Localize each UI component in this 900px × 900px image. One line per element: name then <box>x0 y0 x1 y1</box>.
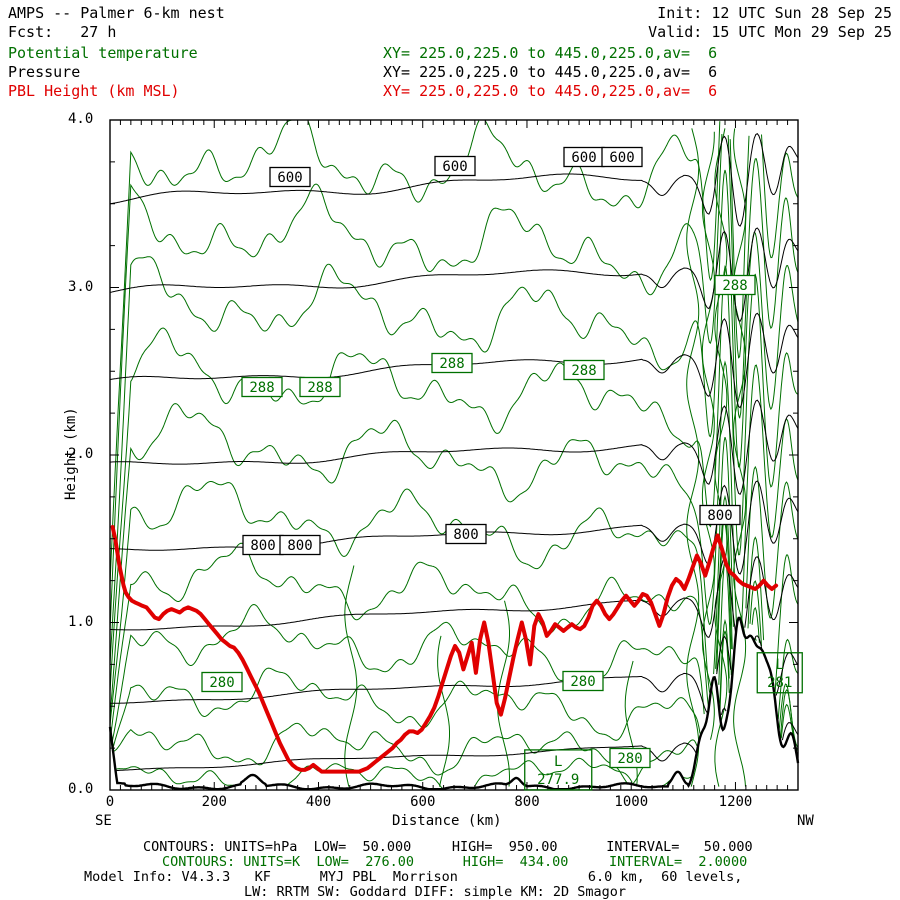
x-tick-label: 800 <box>514 794 540 810</box>
x-axis-title: Distance (km) <box>392 813 502 829</box>
y-tick-label: 2.0 <box>68 446 94 462</box>
contour-label: 280 <box>562 670 604 692</box>
footer-physics-info: LW: RRTM SW: Goddard DIFF: simple KM: 2D… <box>244 884 627 900</box>
contour-label: 800 <box>279 534 321 556</box>
contour-label: 800 <box>699 504 741 526</box>
svg-text:800: 800 <box>250 538 275 554</box>
contour-label: 600 <box>269 166 311 188</box>
legend-xy-pressure: XY= 225.0,225.0 to 445.0,225.0,av= 6 <box>383 63 718 81</box>
legend-item-potential-temperature: Potential temperature <box>8 44 198 62</box>
svg-text:288: 288 <box>571 363 596 379</box>
contour-label: 800 <box>242 534 284 556</box>
svg-text:800: 800 <box>453 527 478 543</box>
svg-text:281: 281 <box>767 675 792 691</box>
y-tick-label: 3.0 <box>68 278 94 295</box>
legend-xy-potential-temperature: XY= 225.0,225.0 to 445.0,225.0,av= 6 <box>383 44 718 62</box>
svg-text:288: 288 <box>722 278 747 294</box>
pbl-height-line <box>110 525 779 774</box>
contour-label: 288 <box>241 376 283 398</box>
svg-text:288: 288 <box>439 356 464 372</box>
contour-label: 600 <box>563 146 605 168</box>
svg-text:800: 800 <box>287 538 312 554</box>
svg-text:280: 280 <box>617 751 642 767</box>
footer-model-info: Model Info: V4.3.3 KF MYJ PBL Morrison 6… <box>84 869 743 885</box>
axis-end-label-se: SE <box>95 813 112 829</box>
contour-label: 600 <box>434 155 476 177</box>
y-tick-label: 1.0 <box>68 613 94 630</box>
minimum-label: L 281 <box>756 652 803 694</box>
svg-text:280: 280 <box>209 675 234 691</box>
forecast-hour: Fcst: 27 h <box>8 23 117 41</box>
svg-text:L: L <box>776 657 784 673</box>
svg-text:277.9: 277.9 <box>537 772 579 788</box>
contour-label: 280 <box>609 747 651 769</box>
contour-label: 600 <box>601 146 643 168</box>
y-tick-label: 0.0 <box>68 781 94 797</box>
x-tick-label: 200 <box>201 794 227 810</box>
y-tick-label: 4.0 <box>68 111 94 127</box>
x-tick-label: 1200 <box>718 794 753 810</box>
minima-labels: L 277.9 L 281 <box>524 652 803 791</box>
model-title: AMPS -- Palmer 6-km nest <box>8 4 225 22</box>
legend-item-pbl-height: PBL Height (km MSL) <box>8 82 180 100</box>
footer-contours-theta: CONTOURS: UNITS=K LOW= 276.00 HIGH= 434.… <box>162 854 748 870</box>
contour-label: 288 <box>714 274 756 296</box>
svg-text:600: 600 <box>442 159 467 175</box>
y-axis-title: Height (km) <box>63 407 79 500</box>
svg-text:800: 800 <box>707 508 732 524</box>
terrain-profile <box>108 616 800 791</box>
contour-label: 800 <box>445 523 487 545</box>
axis-ticks <box>109 119 799 791</box>
contour-label: 288 <box>299 376 341 398</box>
svg-text:600: 600 <box>277 170 302 186</box>
contour-label: 280 <box>201 671 243 693</box>
svg-text:280: 280 <box>570 674 595 690</box>
svg-text:600: 600 <box>571 150 596 166</box>
x-tick-label: 0 <box>105 794 115 810</box>
init-time: Init: 12 UTC Sun 28 Sep 25 <box>657 4 892 22</box>
legend-xy-pbl-height: XY= 225.0,225.0 to 445.0,225.0,av= 6 <box>383 82 718 100</box>
svg-text:600: 600 <box>609 150 634 166</box>
svg-text:288: 288 <box>249 380 274 396</box>
x-tick-label: 1000 <box>614 794 649 810</box>
x-tick-label: 600 <box>410 794 436 810</box>
contour-label: 288 <box>431 352 473 374</box>
footer-contours-pressure: CONTOURS: UNITS=hPa LOW= 50.000 HIGH= 95… <box>143 839 753 855</box>
minimum-label: L 277.9 <box>524 749 593 791</box>
contour-label: 288 <box>563 359 605 381</box>
axis-end-label-nw: NW <box>797 813 814 829</box>
svg-text:L: L <box>554 754 562 770</box>
legend-item-pressure: Pressure <box>8 63 81 81</box>
svg-text:288: 288 <box>307 380 332 396</box>
contour-labels: 600 600 600 600 288 288 288 288 288 800 800 800 800 2… <box>201 146 756 769</box>
x-tick-label: 400 <box>305 794 332 810</box>
valid-time: Valid: 15 UTC Mon 29 Sep 25 <box>648 23 892 41</box>
